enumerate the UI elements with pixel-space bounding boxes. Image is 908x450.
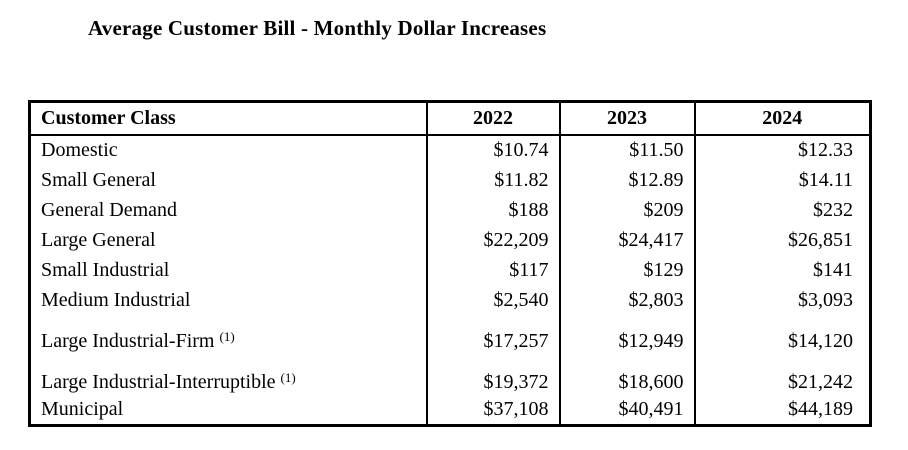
table-header-row: Customer Class 2022 2023 2024 bbox=[29, 101, 871, 136]
row-label: Large Industrial-Firm (1) bbox=[41, 329, 235, 352]
value-cell: $37,108 bbox=[425, 397, 560, 425]
value-cell: $12.89 bbox=[558, 165, 695, 195]
row-label: Small General bbox=[41, 169, 156, 191]
col-header-customer-class: Customer Class bbox=[29, 101, 427, 136]
row-label: Domestic bbox=[41, 139, 118, 161]
value-cell: $44,189 bbox=[693, 397, 871, 425]
value-cell: $11.82 bbox=[425, 165, 560, 195]
value-cell: $232 bbox=[693, 195, 871, 225]
row-label: Large Industrial-Interruptible (1) bbox=[41, 370, 296, 393]
value-cell: $18,600 bbox=[558, 356, 695, 397]
value-cell: $129 bbox=[558, 255, 695, 285]
value-cell: $2,540 bbox=[425, 285, 560, 315]
table-row: Small Industrial $117 $129 $141 bbox=[30, 255, 871, 285]
value-cell: $188 bbox=[425, 195, 560, 225]
bill-table: Customer Class 2022 2023 2024 Domestic $1… bbox=[28, 100, 872, 427]
value-cell: $22,209 bbox=[425, 225, 560, 255]
value-cell: $17,257 bbox=[425, 315, 560, 356]
row-label: Large General bbox=[41, 229, 156, 251]
row-label: General Demand bbox=[41, 199, 178, 221]
table-row: Large Industrial-Firm (1) $17,257 $12,949 $1… bbox=[30, 315, 871, 356]
value-cell: $14.11 bbox=[693, 165, 871, 195]
value-cell: $12,949 bbox=[558, 315, 695, 356]
value-cell: $209 bbox=[558, 195, 695, 225]
footnote-marker: (1) bbox=[280, 370, 296, 385]
value-cell: $2,803 bbox=[558, 285, 695, 315]
value-cell: $19,372 bbox=[425, 356, 560, 397]
value-cell: $21,242 bbox=[693, 356, 871, 397]
row-label: Small Industrial bbox=[41, 259, 170, 281]
value-cell: $10.74 bbox=[425, 135, 560, 165]
table-row: Small General $11.82 $12.89 $14.11 bbox=[30, 165, 871, 195]
value-cell: $117 bbox=[425, 255, 560, 285]
value-cell: $40,491 bbox=[558, 397, 695, 425]
table-body: Domestic $10.74 $11.50 $12.33 Small General $… bbox=[30, 135, 871, 425]
value-cell: $26,851 bbox=[693, 225, 871, 255]
col-header-2022: 2022 bbox=[425, 101, 560, 136]
value-cell: $12.33 bbox=[693, 135, 871, 165]
table-row: Domestic $10.74 $11.50 $12.33 bbox=[30, 135, 871, 165]
row-label: Municipal bbox=[41, 397, 124, 420]
table-row: General Demand $188 $209 $232 bbox=[30, 195, 871, 225]
page-title: Average Customer Bill - Monthly Dollar I… bbox=[88, 16, 547, 40]
value-cell: $14,120 bbox=[693, 315, 871, 356]
table-row: Large General $22,209 $24,417 $26,851 bbox=[30, 225, 871, 255]
value-cell: $24,417 bbox=[558, 225, 695, 255]
table-row: Medium Industrial $2,540 $2,803 $3,093 bbox=[30, 285, 871, 315]
value-cell: $3,093 bbox=[693, 285, 871, 315]
table-row: Municipal $37,108 $40,491 $44,189 bbox=[30, 397, 871, 425]
value-cell: $11.50 bbox=[558, 135, 695, 165]
value-cell: $141 bbox=[693, 255, 871, 285]
table-row: Large Industrial-Interruptible (1) $19,372… bbox=[30, 356, 871, 397]
footnote-marker: (1) bbox=[219, 329, 235, 344]
col-header-2024: 2024 bbox=[693, 101, 871, 136]
row-label: Medium Industrial bbox=[41, 289, 191, 311]
col-header-2023: 2023 bbox=[558, 101, 695, 136]
